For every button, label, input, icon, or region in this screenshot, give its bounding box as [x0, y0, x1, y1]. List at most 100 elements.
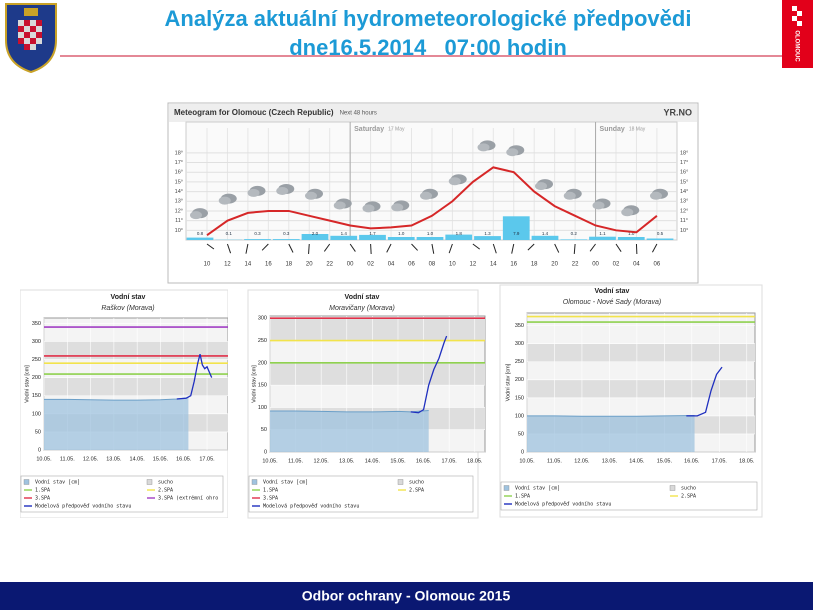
precip-label: 0.2 — [571, 231, 578, 236]
x-tick-label: 13.05. — [106, 456, 122, 462]
wind-arrow — [554, 243, 560, 253]
x-tick-label: 20 — [551, 262, 558, 268]
wind-arrow — [349, 243, 356, 252]
wind-arrow — [527, 243, 535, 251]
observed-line — [527, 415, 695, 417]
x-tick-label: 16.05. — [684, 458, 700, 464]
x-tick-label: 18.05. — [467, 458, 483, 464]
weather-cloud — [362, 204, 375, 213]
weather-cloud — [506, 148, 519, 157]
x-tick-label: 22 — [326, 262, 333, 268]
legend-label: 3.SPA — [263, 496, 278, 502]
wind-arrow — [245, 243, 249, 254]
weather-cloud — [190, 211, 202, 220]
x-tick-label: 12.05. — [83, 456, 99, 462]
y-tick-label-right: 10° — [680, 228, 688, 234]
x-tick-label: 13.05. — [602, 458, 618, 464]
legend-label: Modelová předpověď vodního stavu — [263, 503, 359, 510]
coat-of-arms — [5, 3, 57, 74]
wind-arrow — [308, 243, 310, 254]
y-tick-label: 200 — [515, 377, 524, 383]
y-tick-label-right: 11° — [680, 218, 688, 224]
x-tick-label: 11.05. — [60, 456, 75, 462]
y-tick-label: 16° — [175, 170, 183, 176]
wind-arrow — [589, 243, 596, 252]
y-tick-label: 50 — [518, 431, 524, 437]
x-tick-label: 06 — [408, 262, 415, 268]
y-tick-label-right: 15° — [680, 179, 688, 185]
legend-label: Vodní stav [cm] — [35, 479, 80, 486]
weather-cloud — [276, 186, 289, 195]
precip-bar — [589, 236, 616, 240]
legend-label: Modelová předpověď vodního stavu — [35, 503, 131, 510]
water-chart: Vodní stav Raškov (Morava) 0 50 100 150 200 250… — [20, 289, 228, 518]
precip-bar — [560, 239, 588, 240]
x-tick-label: 14.05. — [629, 458, 645, 464]
chart-subtitle: Raškov (Morava) — [101, 305, 154, 312]
y-tick-label-right: 14° — [680, 189, 688, 195]
wind-arrow — [261, 243, 269, 251]
x-tick-label: 18 — [531, 262, 538, 268]
forecast-line — [176, 354, 213, 400]
legend-label: 2.SPA — [158, 488, 173, 494]
legend-swatch — [503, 485, 510, 491]
x-tick-label: 11.05. — [547, 458, 562, 464]
legend-label: 1.SPA — [515, 494, 530, 500]
precip-bar — [186, 237, 214, 240]
precip-bar — [416, 237, 444, 240]
x-tick-label: 15.05. — [390, 458, 406, 464]
y-axis-label: Vodní stav [cm] — [24, 365, 30, 403]
x-tick-label: 20 — [306, 262, 313, 268]
precip-bar — [301, 234, 329, 240]
weather-cloud — [333, 201, 346, 210]
y-tick-label: 350 — [515, 323, 524, 329]
chart-subtitle: Moravičany (Morava) — [329, 305, 395, 312]
legend-label: 2.SPA — [409, 488, 424, 494]
x-tick-label: 15.05. — [657, 458, 673, 464]
precip-label: 0.3 — [254, 231, 261, 236]
x-tick-label: 14 — [245, 262, 252, 268]
x-tick-label: 16 — [265, 262, 272, 268]
legend-label: 1.SPA — [35, 488, 50, 494]
footer-bar — [0, 582, 813, 610]
precip-bar — [646, 238, 674, 240]
precip-label: 1.0 — [427, 231, 434, 236]
precip-bar — [359, 234, 386, 240]
wind-arrow — [206, 243, 215, 250]
legend-swatch — [251, 479, 258, 485]
grid-band — [270, 318, 485, 341]
precip-label: 1.8 — [456, 231, 463, 236]
chart-title: Vodní stav — [595, 288, 630, 295]
x-tick-label: 16.05. — [416, 458, 432, 464]
y-tick-label: 200 — [258, 360, 267, 366]
observed-line — [44, 397, 189, 401]
day-label: Saturday — [354, 126, 384, 133]
weather-cloud — [247, 188, 260, 197]
legend-swatch — [669, 485, 676, 491]
wind-arrow — [651, 243, 658, 253]
y-tick-label-right: 16° — [680, 170, 688, 176]
grid-band — [44, 377, 228, 396]
day-date: 18 May — [629, 126, 646, 132]
water-chart: Vodní stav Olomouc - Nové Sady (Morava) 0 5… — [499, 284, 763, 518]
precip-bar — [244, 239, 271, 240]
observed-area — [527, 415, 695, 452]
precip-label: 0.1 — [226, 231, 233, 236]
wind-arrow — [573, 243, 576, 254]
precip-label: 2.0 — [312, 231, 319, 236]
x-tick-label: 14 — [490, 262, 497, 268]
x-tick-label: 18.05. — [739, 458, 755, 464]
x-tick-label: 11.05. — [288, 458, 303, 464]
x-tick-label: 13.05. — [339, 458, 355, 464]
weather-cloud — [477, 143, 490, 152]
x-tick-label: 22 — [572, 262, 579, 268]
chart-title: Vodní stav — [345, 294, 380, 301]
y-tick-label: 300 — [32, 339, 41, 345]
grid-band — [527, 343, 755, 362]
y-tick-label: 100 — [258, 405, 267, 411]
chart-title: Vodní stav — [111, 294, 146, 301]
y-tick-label: 350 — [32, 321, 41, 327]
x-tick-label: 14.05. — [365, 458, 381, 464]
y-tick-label: 0 — [38, 447, 41, 453]
